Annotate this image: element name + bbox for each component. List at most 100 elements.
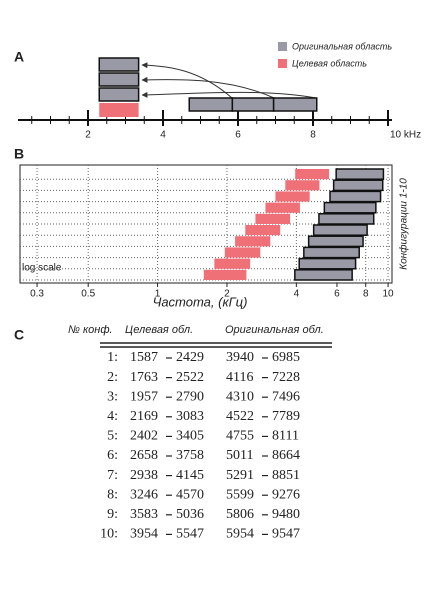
scale-note: log scale (22, 263, 62, 274)
arrow (141, 91, 317, 99)
target-bar (295, 169, 330, 180)
x-tick-label: 6 (235, 130, 241, 141)
range-low: 1763 (130, 370, 158, 385)
shifted-box (98, 87, 140, 102)
range-high: 2790 (176, 389, 204, 404)
legend-label: Целевая область (292, 58, 367, 68)
range-low: 1587 (130, 350, 158, 365)
config-cell: 6: (107, 448, 118, 463)
original-bar (329, 190, 382, 203)
range-low: 5291 (226, 468, 254, 483)
y-axis-label: Конфигурации 1-10 (398, 178, 410, 270)
original-bar (307, 235, 364, 248)
range-high: 9480 (272, 507, 300, 522)
range-high: 2429 (176, 350, 204, 365)
range-low: 2402 (130, 429, 158, 444)
x-tick-label: 2 (85, 130, 91, 141)
x-tick-label: 8 (310, 130, 316, 141)
range-low: 3954 (130, 527, 158, 542)
original-bar (332, 179, 384, 192)
range-high: 7789 (272, 409, 300, 424)
range-low: 3583 (130, 507, 158, 522)
config-cell: 2: (107, 370, 118, 385)
target-bar (235, 236, 271, 247)
x-tick-label: 4 (160, 130, 166, 141)
range-low: 4116 (226, 370, 253, 385)
range-low: 2938 (130, 468, 158, 483)
original-bar (312, 224, 368, 236)
range-high: 5547 (176, 527, 204, 542)
original-bar (298, 257, 357, 270)
x-tick-label: 2 (224, 289, 230, 300)
range-low: 5599 (226, 487, 254, 502)
x-tick-label: 10 kHz (390, 130, 421, 141)
config-cell: 3: (107, 389, 118, 404)
x-tick-label: 0.5 (81, 289, 95, 300)
panel-label: C (14, 327, 24, 343)
range-low: 2658 (130, 448, 158, 463)
config-cell: 5: (107, 429, 118, 444)
range-high: 8111 (272, 429, 299, 444)
config-cell: 10: (100, 527, 118, 542)
x-tick-label: 10 (383, 289, 395, 300)
range-high: 8851 (272, 468, 300, 483)
target-bar (245, 225, 281, 236)
shifted-box (98, 72, 140, 87)
range-low: 2169 (130, 409, 158, 424)
original-bar (335, 168, 385, 180)
range-low: 5011 (226, 448, 253, 463)
range-low: 3940 (226, 350, 254, 365)
x-axis-label: Частота, (кГц) (153, 294, 248, 309)
column-header: № конф. (68, 324, 113, 336)
original-box (272, 97, 318, 112)
range-low: 4522 (226, 409, 254, 424)
range-high: 4145 (176, 468, 204, 483)
range-high: 7496 (272, 389, 300, 404)
target-bar (285, 180, 320, 191)
x-tick-label: 6 (334, 289, 340, 300)
column-header: Оригинальная обл. (225, 324, 324, 336)
range-high: 3083 (176, 409, 204, 424)
column-header: Целевая обл. (125, 324, 193, 336)
x-tick-label: 4 (294, 289, 300, 300)
config-cell: 4: (107, 409, 118, 424)
original-bar (323, 201, 377, 214)
range-high: 3758 (176, 448, 204, 463)
arrow (141, 76, 275, 99)
original-bar (294, 269, 353, 281)
range-high: 7228 (272, 370, 300, 385)
config-cell: 8: (107, 487, 118, 502)
range-low: 3246 (130, 487, 158, 502)
arrow (141, 62, 233, 99)
target-bar (203, 269, 247, 280)
x-tick-label: 1 (155, 289, 161, 300)
range-high: 9547 (272, 527, 300, 542)
range-high: 3405 (176, 429, 204, 444)
target-bar (255, 213, 291, 224)
range-high: 2522 (176, 370, 204, 385)
target-bar (214, 258, 251, 269)
target-bar (265, 202, 300, 213)
range-high: 5036 (176, 507, 204, 522)
range-high: 6985 (272, 350, 300, 365)
target-box (99, 103, 139, 117)
panel-label: A (14, 49, 24, 65)
range-high: 8664 (272, 448, 300, 463)
original-bar (318, 213, 375, 225)
target-bar (275, 191, 310, 202)
range-low: 5806 (226, 507, 254, 522)
range-low: 4310 (226, 389, 254, 404)
range-low: 5954 (226, 527, 254, 542)
range-low: 1957 (130, 389, 158, 404)
panel-label: B (14, 146, 24, 162)
legend-swatch (278, 42, 287, 51)
config-cell: 1: (107, 350, 118, 365)
range-high: 9276 (272, 487, 300, 502)
target-bar (224, 247, 261, 258)
original-box (188, 97, 234, 112)
legend-swatch (278, 59, 287, 68)
range-high: 4570 (176, 487, 204, 502)
shifted-box (98, 57, 140, 72)
legend-label: Оригинальная область (292, 41, 392, 51)
